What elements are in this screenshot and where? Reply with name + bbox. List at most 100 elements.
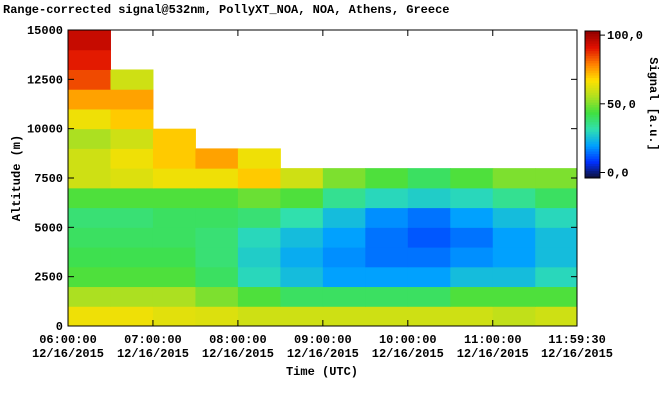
heatmap-cell <box>322 168 366 189</box>
heatmap-cell <box>365 266 409 288</box>
heatmap-cell <box>195 266 239 288</box>
colorbar-tick-label: 50,0 <box>607 98 636 112</box>
colorbar-segment <box>585 89 600 93</box>
y-tick-label: 0 <box>56 320 63 334</box>
heatmap-cell <box>280 168 324 189</box>
heatmap-cell <box>237 168 281 189</box>
colorbar-label: Signal [a.u.] <box>646 57 660 151</box>
colorbar-segment <box>585 126 600 130</box>
colorbar-segment <box>585 116 600 120</box>
heatmap-cell <box>492 306 536 327</box>
colorbar-segment <box>585 33 600 37</box>
colorbar-segment <box>585 133 600 137</box>
heatmap-cell <box>535 207 578 228</box>
heatmap-cell <box>110 207 154 228</box>
colorbar-segment <box>585 72 600 76</box>
heatmap-cell <box>195 168 239 189</box>
x-tick-label: 06:00:00 12/16/2015 <box>32 333 104 361</box>
heatmap-cell <box>535 168 578 189</box>
y-tick-label: 10000 <box>27 123 63 137</box>
heatmap-cell <box>492 286 536 307</box>
heatmap-cell <box>407 187 451 209</box>
heatmap-cell <box>110 148 154 169</box>
colorbar-segment <box>585 82 600 86</box>
heatmap-cell <box>535 227 578 248</box>
heatmap-cell <box>407 286 451 307</box>
colorbar-segment <box>585 104 600 108</box>
x-axis-label: Time (UTC) <box>286 365 358 379</box>
heatmap-cell <box>407 247 451 268</box>
colorbar-segment <box>585 70 600 74</box>
heatmap-cell <box>450 286 494 307</box>
heatmap-cell <box>450 207 494 228</box>
heatmap-cell <box>152 227 196 248</box>
x-tick-label: 08:00:00 12/16/2015 <box>202 333 274 361</box>
heatmap-cell <box>365 168 409 189</box>
colorbar-frame <box>584 30 601 179</box>
heatmap-cell <box>68 266 111 288</box>
colorbar-segment <box>585 45 600 49</box>
heatmap-cell <box>195 207 239 228</box>
heatmap-cell <box>68 227 111 248</box>
heatmap-cell <box>450 187 494 209</box>
colorbar-segment <box>585 62 600 66</box>
y-tick-label: 2500 <box>34 271 63 285</box>
heatmap-cell <box>407 266 451 288</box>
heatmap-cell <box>322 227 366 248</box>
x-tick-label: 10:00:00 12/16/2015 <box>372 333 444 361</box>
heatmap-cell <box>152 247 196 268</box>
heatmap-cell <box>68 69 111 90</box>
heatmap-cell <box>280 227 324 248</box>
heatmap-cell <box>237 227 281 248</box>
colorbar-segment <box>585 55 600 59</box>
heatmap-cell <box>492 247 536 268</box>
colorbar-segment <box>585 173 600 177</box>
heatmap-cell <box>110 266 154 288</box>
colorbar-segment <box>585 35 600 39</box>
heatmap-cell <box>280 306 324 327</box>
heatmap-cell <box>68 30 111 51</box>
heatmap-cell <box>237 306 281 327</box>
colorbar-segment <box>585 97 600 101</box>
heatmap-cell <box>237 148 281 169</box>
x-tick-label: 09:00:00 12/16/2015 <box>287 333 359 361</box>
y-axis-label: Altitude (m) <box>10 135 24 221</box>
heatmap-cell <box>195 247 239 268</box>
heatmap-cell <box>152 148 196 169</box>
heatmap-cell <box>195 187 239 209</box>
colorbar-segment <box>585 43 600 47</box>
heatmap-cell <box>152 168 196 189</box>
heatmap-cell <box>450 247 494 268</box>
colorbar-segment <box>585 31 600 34</box>
colorbar-segment <box>585 143 600 147</box>
heatmap-cell <box>110 306 154 327</box>
x-tick-label: 11:00:00 12/16/2015 <box>457 333 529 361</box>
colorbar-segment <box>585 141 600 145</box>
heatmap-cell <box>322 207 366 228</box>
colorbar-segment <box>585 160 600 164</box>
colorbar-segment <box>585 114 600 118</box>
heatmap-cell <box>450 227 494 248</box>
heatmap-cell <box>152 128 196 149</box>
heatmap-cell <box>152 187 196 209</box>
heatmap-cell <box>110 128 154 149</box>
heatmap-cell <box>237 266 281 288</box>
colorbar-segment <box>585 57 600 61</box>
heatmap-cell <box>68 89 111 110</box>
colorbar-segment <box>585 87 600 91</box>
colorbar-segment <box>585 92 600 96</box>
heatmap-cell <box>280 266 324 288</box>
colorbar-segment <box>585 50 600 54</box>
colorbar-segment <box>585 168 600 172</box>
colorbar-segment <box>585 163 600 167</box>
heatmap-cell <box>68 148 111 169</box>
chart-title: Range-corrected signal@532nm, PollyXT_NO… <box>3 3 449 17</box>
heatmap-cell <box>280 247 324 268</box>
heatmap-cell <box>407 306 451 327</box>
colorbar-segment <box>585 106 600 110</box>
heatmap-cell <box>450 168 494 189</box>
colorbar-segment <box>585 109 600 113</box>
heatmap-cell <box>68 306 111 327</box>
heatmap-cell <box>492 227 536 248</box>
